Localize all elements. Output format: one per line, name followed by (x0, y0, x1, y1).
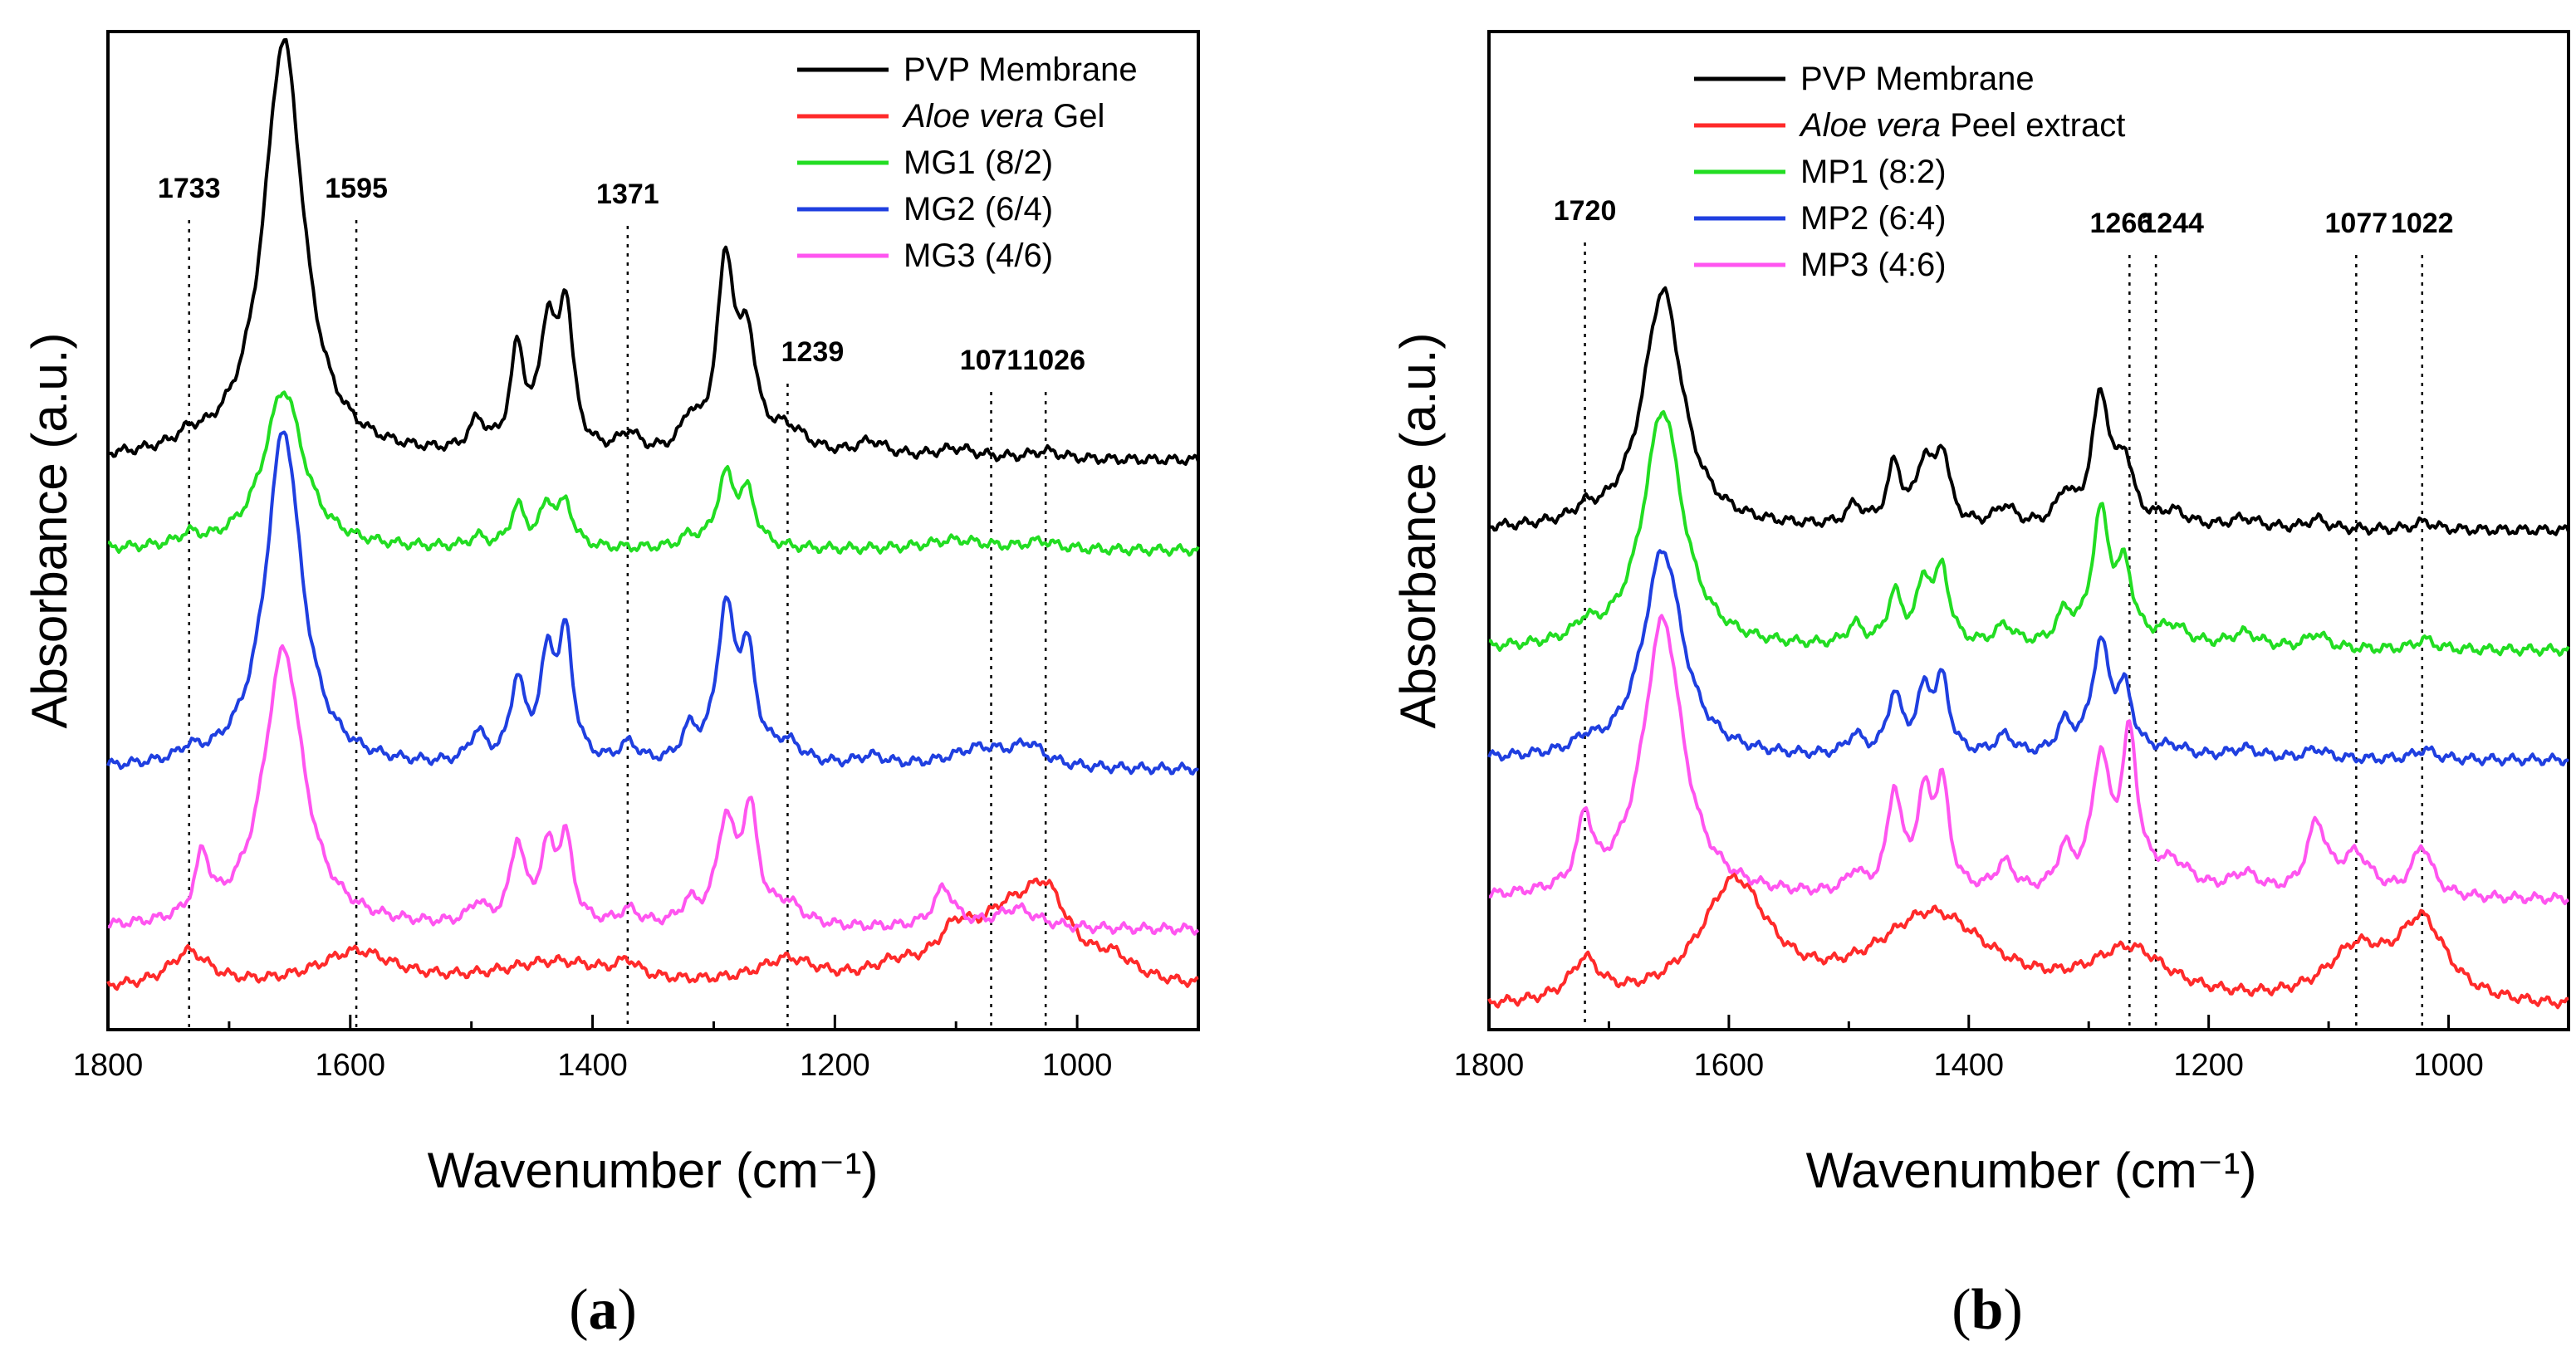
legend-entry: Aloe vera Peel extract (1799, 107, 2125, 144)
x-axis-title: Wavenumber (cm⁻¹) (428, 1143, 879, 1198)
x-tick-label: 1800 (73, 1048, 144, 1083)
legend-entry: MP3 (4:6) (1800, 247, 1947, 283)
series-line-1 (106, 877, 1199, 991)
series-line-4 (107, 644, 1200, 936)
x-tick-label: 1400 (557, 1048, 628, 1083)
panel-label-b: (b) (1952, 1278, 2023, 1342)
x-tick-label: 1600 (1694, 1048, 1765, 1083)
x-axis-ticks: 1800 1600 1400 1200 1000 (1454, 1015, 2484, 1083)
legend-entry: PVP Membrane (904, 51, 1138, 88)
series-line-4 (1488, 614, 2570, 906)
series-line-0 (1488, 286, 2570, 536)
x-tick-label: 1000 (2413, 1048, 2484, 1083)
series-line-1 (1487, 872, 2569, 1010)
peak-label: 1026 (1022, 345, 1085, 376)
legend-entry: MP1 (8:2) (1800, 154, 1947, 190)
x-axis-ticks: 1800 1600 1400 1200 1000 (73, 1015, 1113, 1083)
series-line-2 (1488, 409, 2570, 657)
peak-label: 1733 (158, 173, 221, 204)
y-axis-title: Absorbance (a.u.) (22, 333, 77, 729)
legend: PVP Membrane Aloe vera Peel extract MP1 (8… (1694, 61, 2125, 283)
plot-area-frame (106, 30, 1200, 1031)
peak-markers (1584, 242, 2424, 1030)
x-tick-label: 1400 (1934, 1048, 2005, 1083)
legend-entry: MP2 (6:4) (1800, 200, 1947, 237)
series-line-0 (107, 37, 1200, 466)
x-axis-title: Wavenumber (cm⁻¹) (1806, 1143, 2257, 1198)
legend: PVP Membrane Aloe vera Gel MG1 (8/2) MG2 (6… (797, 51, 1138, 274)
legend-entry: MG2 (6/4) (904, 191, 1053, 228)
legend-entry: PVP Membrane (1800, 61, 2035, 97)
peak-label: 1022 (2391, 208, 2454, 239)
legend-entry: MG1 (8/2) (904, 144, 1053, 181)
series-line-3 (1487, 549, 2569, 767)
peak-markers (188, 220, 1047, 1030)
peak-labels: 1733 1595 1371 1239 1071 1026 (158, 173, 1085, 376)
legend-entry: Aloe vera Gel (902, 98, 1104, 135)
chart-panel-a: 1733 1595 1371 1239 1071 1026 1800 1600 1400 120… (22, 30, 1200, 1342)
peak-label: 1720 (1554, 195, 1617, 227)
spectra (106, 37, 1200, 991)
panel-label-a: (a) (569, 1278, 637, 1342)
x-tick-label: 1800 (1454, 1048, 1525, 1083)
x-tick-label: 1600 (316, 1048, 386, 1083)
y-axis-title: Absorbance (a.u.) (1390, 333, 1446, 729)
peak-label: 1077 (2325, 208, 2388, 239)
series-line-2 (107, 390, 1200, 557)
peak-label: 1371 (596, 179, 659, 210)
x-tick-label: 1000 (1042, 1048, 1113, 1083)
peak-label: 1244 (2141, 208, 2204, 239)
peak-label: 1239 (781, 336, 845, 368)
x-tick-label: 1200 (2173, 1048, 2244, 1083)
series-line-3 (106, 430, 1199, 776)
legend-entry: MG3 (4/6) (904, 237, 1053, 274)
spectra (1487, 286, 2570, 1010)
peak-label: 1595 (325, 173, 388, 204)
peak-label: 1266 (2090, 208, 2153, 239)
x-tick-label: 1200 (800, 1048, 870, 1083)
peak-label: 1071 (960, 345, 1023, 376)
